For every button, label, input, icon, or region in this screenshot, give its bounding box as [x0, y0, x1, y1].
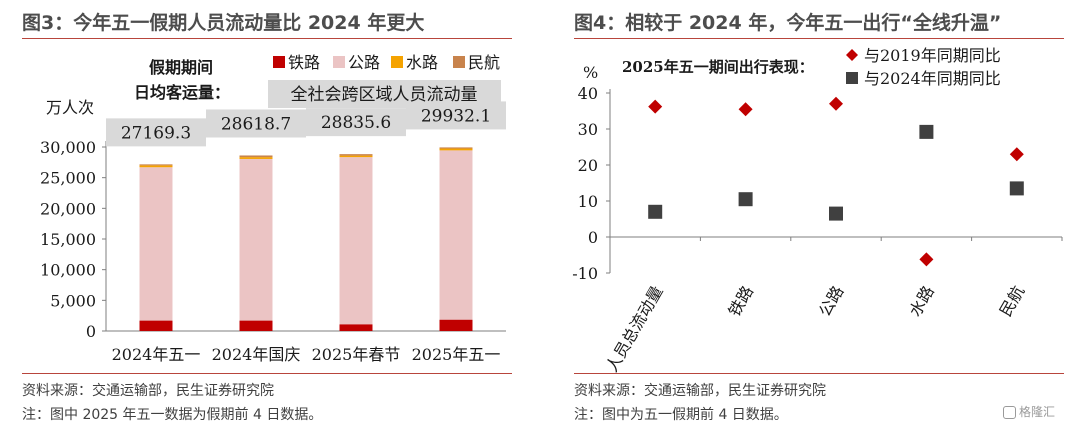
total-value-label: 27169.3	[121, 123, 191, 143]
footer-divider	[574, 373, 1064, 374]
diamond-point	[1009, 147, 1024, 162]
legend-label: 公路	[348, 53, 380, 72]
bar-axes: 0 5,000 10,000 15,000 20,000 25,000 30,000 2024…	[40, 138, 506, 364]
y-tick-label: 5,000	[50, 291, 96, 310]
title-divider	[574, 38, 1064, 39]
x-tick-label: 2024年五一	[112, 345, 201, 364]
y-tick-label: 10	[578, 192, 598, 211]
y-tick-label: 15,000	[40, 230, 96, 249]
figure-4-title: 图4：相较于 2024 年，今年五一出行“全线升温”	[574, 12, 1002, 34]
bar-segment-铁路	[439, 319, 473, 331]
bar-segment-民航	[239, 155, 273, 158]
footnote: 注：图中 2025 年五一数据为假期前 4 日数据。	[22, 407, 323, 423]
bar-segment-水路	[339, 155, 373, 158]
bar-segment-铁路	[239, 320, 273, 331]
bar-segment-公路	[439, 150, 473, 320]
legend-label: 民航	[468, 53, 500, 72]
x-tick-label: 民航	[996, 283, 1028, 320]
bar-segment-水路	[439, 148, 473, 151]
bar-segment-民航	[439, 147, 473, 149]
legend-swatch	[333, 56, 345, 68]
legend-label: 与2019年同期同比	[864, 46, 1001, 65]
y-tick-label: 0	[588, 228, 598, 247]
x-tick-label: 铁路	[725, 283, 757, 320]
footer-divider	[22, 373, 512, 374]
bar-segment-公路	[139, 167, 173, 321]
x-tick-label: 2025年春节	[312, 345, 401, 364]
watermark: 格隆汇	[1003, 403, 1055, 420]
y-tick-label: 10,000	[40, 261, 96, 280]
y-tick-label: 25,000	[40, 169, 96, 188]
square-point	[829, 206, 843, 221]
x-tick-label: 水路	[905, 283, 937, 320]
legend-label: 与2024年同期同比	[864, 69, 1001, 88]
bar-segment-铁路	[339, 324, 373, 331]
x-tick-label: 2025年五一	[412, 345, 501, 364]
watermark-logo-icon	[1003, 406, 1016, 419]
total-value-label: 28618.7	[221, 114, 291, 134]
legend-swatch	[391, 56, 403, 68]
y-tick-label: 30,000	[40, 138, 96, 157]
bar-segment-水路	[239, 157, 273, 159]
bar-captions: 万人次 假期期间 日均客运量： 全社会跨区域人员流动量	[46, 58, 501, 117]
bar-segment-水路	[139, 165, 173, 168]
total-value-box	[306, 108, 406, 137]
x-tick-label: 公路	[815, 283, 847, 320]
figure-3-panel: 图3：今年五一假期人员流动量比 2024 年更大 0 5,000 10,000 15,…	[0, 0, 528, 433]
legend-square-marker	[846, 72, 858, 84]
bar-segment-公路	[339, 157, 373, 325]
legend-diamond-marker	[846, 49, 858, 61]
diamond-point	[738, 102, 753, 117]
square-point	[738, 192, 753, 207]
total-value-box	[106, 118, 206, 147]
chart-subtitle: 2025年五一期间出行表现：	[622, 58, 814, 76]
y-tick-label: 20,000	[40, 199, 96, 218]
scatter-chart: -10 0 10 20 30 40 人员总流动量 铁路 公路 水路 民航 与2019年同期同比与20…	[572, 46, 1063, 376]
legend-swatch	[453, 56, 465, 68]
bar-labels: 27169.3 28618.7 28835.6 29932.1	[106, 101, 506, 147]
figure-4-panel: 图4：相较于 2024 年，今年五一出行“全线升温” -10 0 10 20 30 40 人…	[552, 0, 1080, 433]
total-label-box	[268, 80, 501, 108]
total-label: 全社会跨区域人员流动量	[291, 85, 478, 105]
caption-line-1: 假期期间	[149, 58, 213, 77]
square-point	[1009, 181, 1024, 196]
stacked-bar-chart: 0 5,000 10,000 15,000 20,000 25,000 30,000 2024…	[40, 53, 506, 364]
bar-legend: 铁路 公路 水路 民航	[273, 53, 500, 72]
square-point	[648, 204, 663, 219]
y-tick-label: 40	[578, 84, 598, 103]
legend-label: 铁路	[288, 53, 320, 72]
watermark-text: 格隆汇	[1019, 405, 1056, 419]
diamond-point	[648, 99, 663, 114]
figure-3-title: 图3：今年五一假期人员流动量比 2024 年更大	[22, 12, 425, 34]
y-tick-label: -10	[572, 264, 598, 283]
source-note: 资料来源：交通运输部，民生证券研究院	[574, 383, 826, 399]
total-value-label: 29932.1	[421, 106, 491, 126]
footnote: 注：图中为五一假期前 4 日数据。	[574, 407, 788, 423]
y-tick-label: 30	[578, 120, 598, 139]
total-value-label: 28835.6	[321, 113, 391, 133]
bar-segment-民航	[139, 164, 173, 166]
scatter-axes: -10 0 10 20 30 40 人员总流动量 铁路 公路 水路 民航	[572, 84, 1063, 376]
total-value-box	[206, 109, 306, 138]
bar-marks	[139, 147, 473, 331]
diamond-point	[829, 96, 843, 111]
caption-line-2: 日均客运量：	[134, 83, 230, 102]
x-tick-label: 2024年国庆	[212, 345, 301, 364]
legend-swatch	[273, 56, 285, 68]
y-tick-label: 0	[86, 322, 96, 341]
legend-label: 水路	[406, 53, 438, 72]
title-divider	[22, 38, 512, 39]
y-tick-label: 20	[578, 156, 598, 175]
diamond-point	[919, 252, 934, 267]
scatter-marks	[648, 96, 1024, 267]
bar-segment-铁路	[139, 320, 173, 331]
bar-segment-公路	[239, 158, 273, 321]
x-tick-label: 人员总流动量	[602, 283, 666, 376]
y-unit-label: 万人次	[46, 98, 94, 117]
y-unit-label: %	[583, 63, 598, 82]
bar-segment-民航	[339, 154, 373, 156]
square-point	[919, 124, 934, 139]
source-note: 资料来源：交通运输部，民生证券研究院	[22, 383, 274, 399]
